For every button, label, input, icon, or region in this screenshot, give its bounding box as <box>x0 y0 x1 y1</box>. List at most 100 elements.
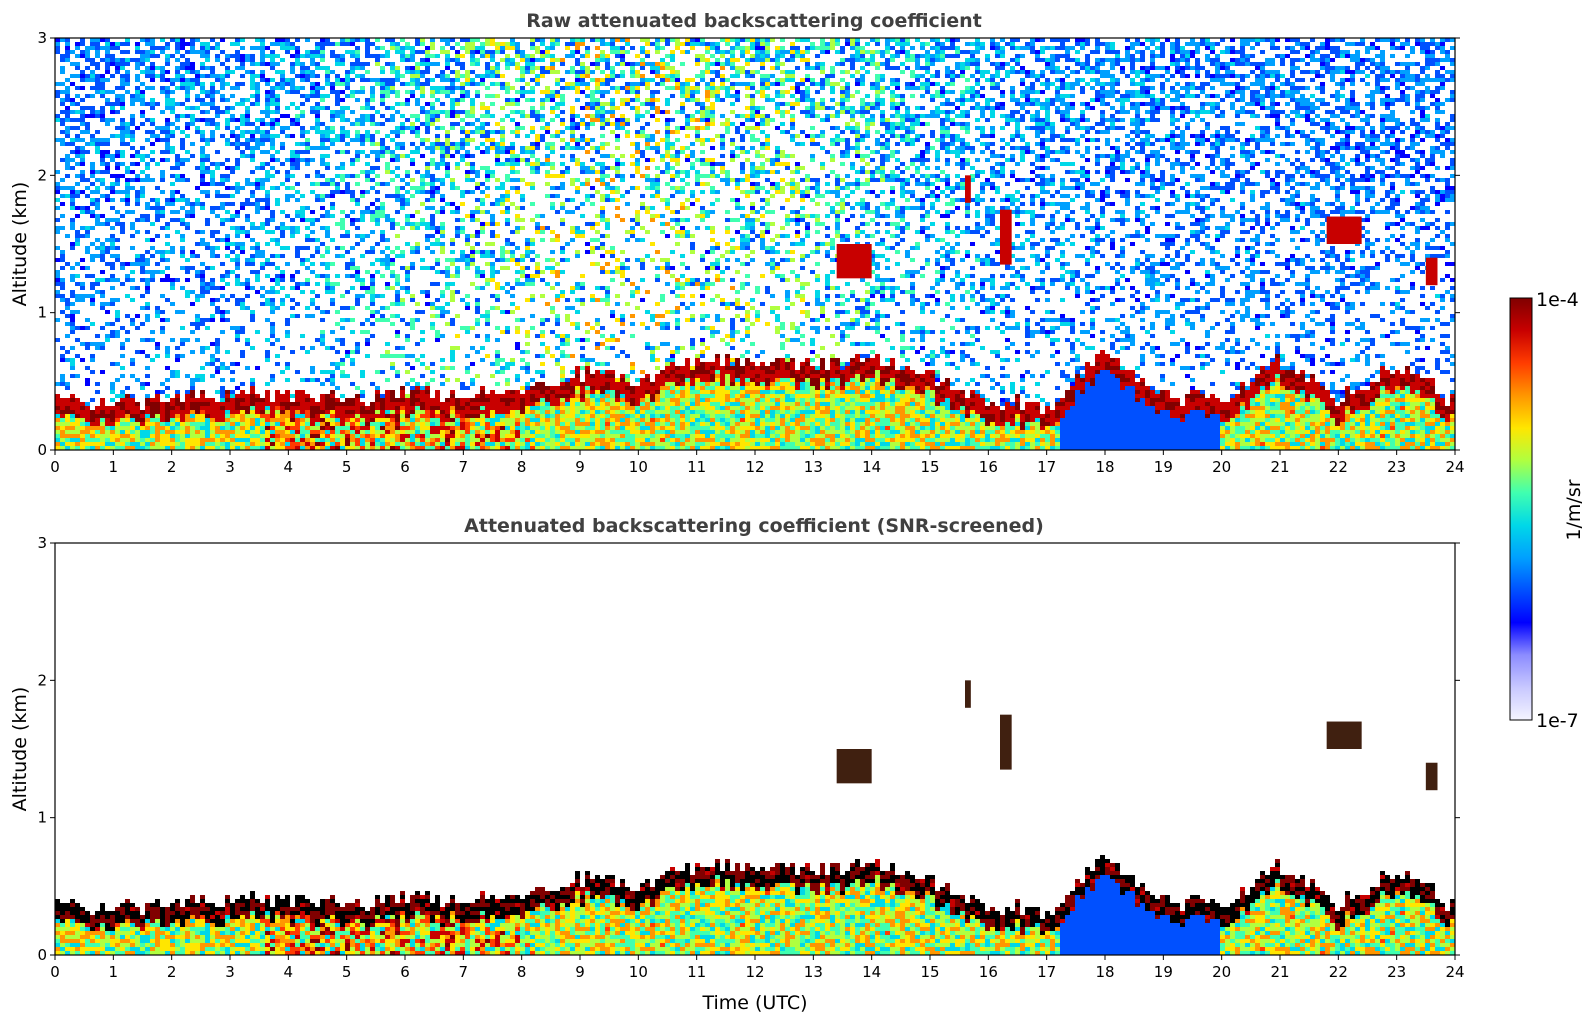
heatmap-cell <box>450 402 455 406</box>
heatmap-cell <box>405 170 410 174</box>
heatmap-cell <box>60 398 65 402</box>
heatmap-cell <box>130 434 135 438</box>
heatmap-cell <box>475 234 480 238</box>
heatmap-cell <box>490 442 495 446</box>
heatmap-cell <box>550 206 555 210</box>
heatmap-cell <box>135 94 140 98</box>
heatmap-cell <box>380 154 385 158</box>
heatmap-cell <box>180 402 185 406</box>
heatmap-cell <box>475 74 480 78</box>
heatmap-cell <box>415 74 420 78</box>
heatmap-cell <box>220 82 225 86</box>
heatmap-cell <box>480 422 485 426</box>
heatmap-cell <box>550 286 555 290</box>
heatmap-cell <box>515 418 520 422</box>
heatmap-cell <box>155 134 160 138</box>
heatmap-cell <box>150 118 155 122</box>
heatmap-cell <box>405 46 410 50</box>
heatmap-cell <box>240 130 245 134</box>
heatmap-cell <box>465 138 470 142</box>
heatmap-cell <box>485 222 490 226</box>
heatmap-cell <box>165 226 170 230</box>
heatmap-cell <box>355 130 360 134</box>
heatmap-cell <box>430 158 435 162</box>
heatmap-cell <box>400 198 405 202</box>
heatmap-cell <box>250 382 255 386</box>
heatmap-cell <box>260 398 265 402</box>
heatmap-cell <box>260 138 265 142</box>
heatmap-cell <box>485 42 490 46</box>
heatmap-cell <box>390 138 395 142</box>
heatmap-cell <box>485 322 490 326</box>
heatmap-cell <box>190 250 195 254</box>
heatmap-cell <box>90 182 95 186</box>
heatmap-cell <box>295 142 300 146</box>
heatmap-cell <box>420 222 425 226</box>
heatmap-cell <box>520 366 525 370</box>
heatmap-cell <box>160 430 165 434</box>
heatmap-cell <box>360 370 365 374</box>
heatmap-cell <box>395 210 400 214</box>
heatmap-cell <box>280 78 285 82</box>
heatmap-cell <box>450 290 455 294</box>
heatmap-cell <box>365 250 370 254</box>
heatmap-cell <box>330 90 335 94</box>
heatmap-cell <box>465 254 470 258</box>
heatmap-cell <box>435 306 440 310</box>
heatmap-cell <box>305 74 310 78</box>
heatmap-cell <box>200 378 205 382</box>
heatmap-cell <box>450 154 455 158</box>
heatmap-cell <box>450 442 455 446</box>
heatmap-cell <box>520 254 525 258</box>
heatmap-cell <box>290 414 295 418</box>
heatmap-cell <box>335 362 340 366</box>
heatmap-cell <box>345 250 350 254</box>
heatmap-cell <box>120 222 125 226</box>
heatmap-cell <box>235 58 240 62</box>
heatmap-cell <box>75 74 80 78</box>
heatmap-cell <box>445 426 450 430</box>
heatmap-cell <box>520 74 525 78</box>
heatmap-cell <box>335 414 340 418</box>
heatmap-cell <box>330 382 335 386</box>
heatmap-cell <box>285 294 290 298</box>
heatmap-cell <box>490 418 495 422</box>
heatmap-cell <box>220 330 225 334</box>
heatmap-cell <box>130 286 135 290</box>
heatmap-cell <box>60 414 65 418</box>
heatmap-cell <box>545 394 550 398</box>
heatmap-cell <box>460 118 465 122</box>
heatmap-cell <box>390 258 395 262</box>
heatmap-cell <box>210 234 215 238</box>
heatmap-cell <box>485 174 490 178</box>
heatmap-cell <box>165 202 170 206</box>
heatmap-cell <box>435 190 440 194</box>
heatmap-cell <box>295 230 300 234</box>
heatmap-cell <box>225 438 230 442</box>
heatmap-cell <box>460 126 465 130</box>
heatmap-cell <box>90 198 95 202</box>
heatmap-cell <box>130 94 135 98</box>
heatmap-cell <box>535 166 540 170</box>
heatmap-cell <box>190 382 195 386</box>
heatmap-cell <box>500 134 505 138</box>
heatmap-cell <box>60 102 65 106</box>
heatmap-cell <box>505 242 510 246</box>
heatmap-cell <box>155 46 160 50</box>
heatmap-cell <box>535 438 540 442</box>
heatmap-cell <box>365 434 370 438</box>
heatmap-cell <box>55 186 60 190</box>
heatmap-cell <box>75 262 80 266</box>
heatmap-cell <box>210 426 215 430</box>
heatmap-cell <box>65 350 70 354</box>
heatmap-cell <box>535 426 540 430</box>
heatmap-cell <box>435 178 440 182</box>
heatmap-cell <box>430 226 435 230</box>
heatmap-cell <box>140 418 145 422</box>
heatmap-cell <box>400 390 405 394</box>
heatmap-cell <box>525 434 530 438</box>
heatmap-cell <box>155 202 160 206</box>
heatmap-cell <box>165 222 170 226</box>
heatmap-cell <box>235 118 240 122</box>
heatmap-cell <box>290 402 295 406</box>
